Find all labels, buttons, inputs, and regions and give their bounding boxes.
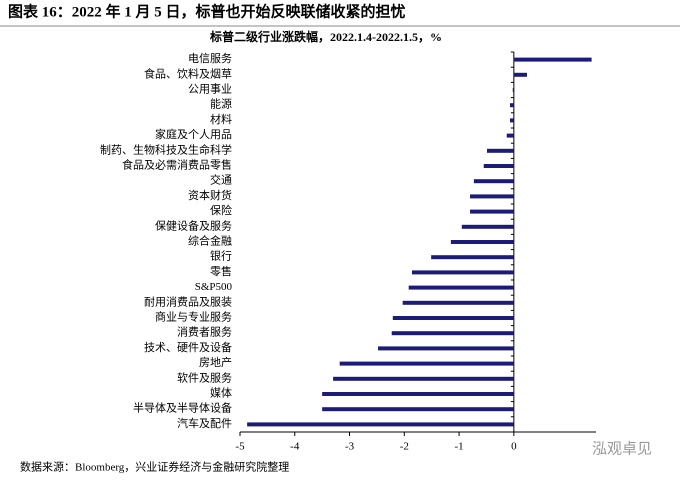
x-tick-label: -3 [345, 441, 355, 453]
y-tick-label: 房地产 [199, 355, 232, 369]
bar [392, 316, 514, 320]
bar [247, 422, 514, 427]
x-tick-label: -1 [454, 441, 463, 453]
bar [378, 346, 514, 351]
y-tick-label: 交通 [210, 173, 232, 187]
bar [473, 179, 514, 184]
y-tick-label: 耐用消费品及服装 [144, 294, 232, 308]
bar [510, 103, 514, 108]
y-tick-label: 电信服务 [188, 52, 232, 65]
y-tick-label: 能源 [210, 97, 232, 111]
watermark: 泓观卓见 [592, 440, 652, 457]
bar [391, 331, 514, 336]
y-tick-label: 商业与专业服务 [155, 310, 232, 324]
y-tick-label: 媒体 [210, 386, 232, 400]
bar [333, 376, 514, 381]
y-tick-label: 消费者服务 [177, 325, 232, 339]
y-tick-label: 家庭及个人用品 [155, 127, 232, 141]
bar [461, 224, 514, 229]
x-tick-label: 0 [511, 441, 517, 453]
y-tick-label: 银行 [210, 249, 232, 263]
x-tick-label: -2 [400, 441, 409, 453]
x-tick-label: -5 [235, 441, 245, 453]
y-tick-label: 保健设备及服务 [155, 218, 232, 232]
bar [402, 300, 514, 305]
bar [512, 88, 514, 92]
y-tick-label: 综合金融 [188, 234, 232, 248]
y-tick-label: S&P500 [195, 281, 233, 293]
bar [513, 72, 527, 77]
chart-title: 图表 16：2022 年 1 月 5 日，标普也开始反映联储收紧的担忧 [8, 2, 406, 20]
y-tick-label: 公用事业 [188, 83, 232, 96]
y-tick-label: 技术、硬件及设备 [144, 340, 232, 354]
bar [431, 255, 514, 260]
chart-subtitle: 标普二级行业涨跌幅，2022.1.4-2022.1.5，% [209, 29, 442, 44]
bar [322, 407, 514, 412]
bar [408, 285, 514, 290]
y-tick-label: 材料 [210, 112, 232, 126]
bar [513, 57, 592, 62]
y-tick-label: 食品、饮料及烟草 [144, 66, 232, 80]
bar [483, 164, 514, 168]
y-tick-label: 半导体及半导体设备 [133, 401, 232, 415]
bar [450, 240, 514, 244]
bar [506, 133, 514, 138]
bar [487, 148, 514, 153]
y-tick-label: 汽车及配件 [177, 416, 232, 430]
bar [470, 194, 514, 199]
bar [339, 361, 514, 366]
y-tick-label: 制药、生物科技及生命科学 [100, 142, 232, 156]
y-tick-label: 保险 [210, 203, 232, 217]
bar [322, 392, 514, 396]
bar [470, 209, 514, 214]
source: 数据来源：Bloomberg，兴业证券经济与金融研究院整理 [20, 460, 289, 474]
y-tick-label: 零售 [210, 264, 232, 278]
y-tick-label: 软件及服务 [177, 370, 232, 384]
bar [510, 118, 514, 123]
x-tick-label: -4 [290, 441, 300, 453]
y-tick-label: 资本财货 [188, 188, 232, 202]
bar [411, 270, 514, 275]
y-tick-label: 食品及必需消费品零售 [122, 158, 232, 172]
